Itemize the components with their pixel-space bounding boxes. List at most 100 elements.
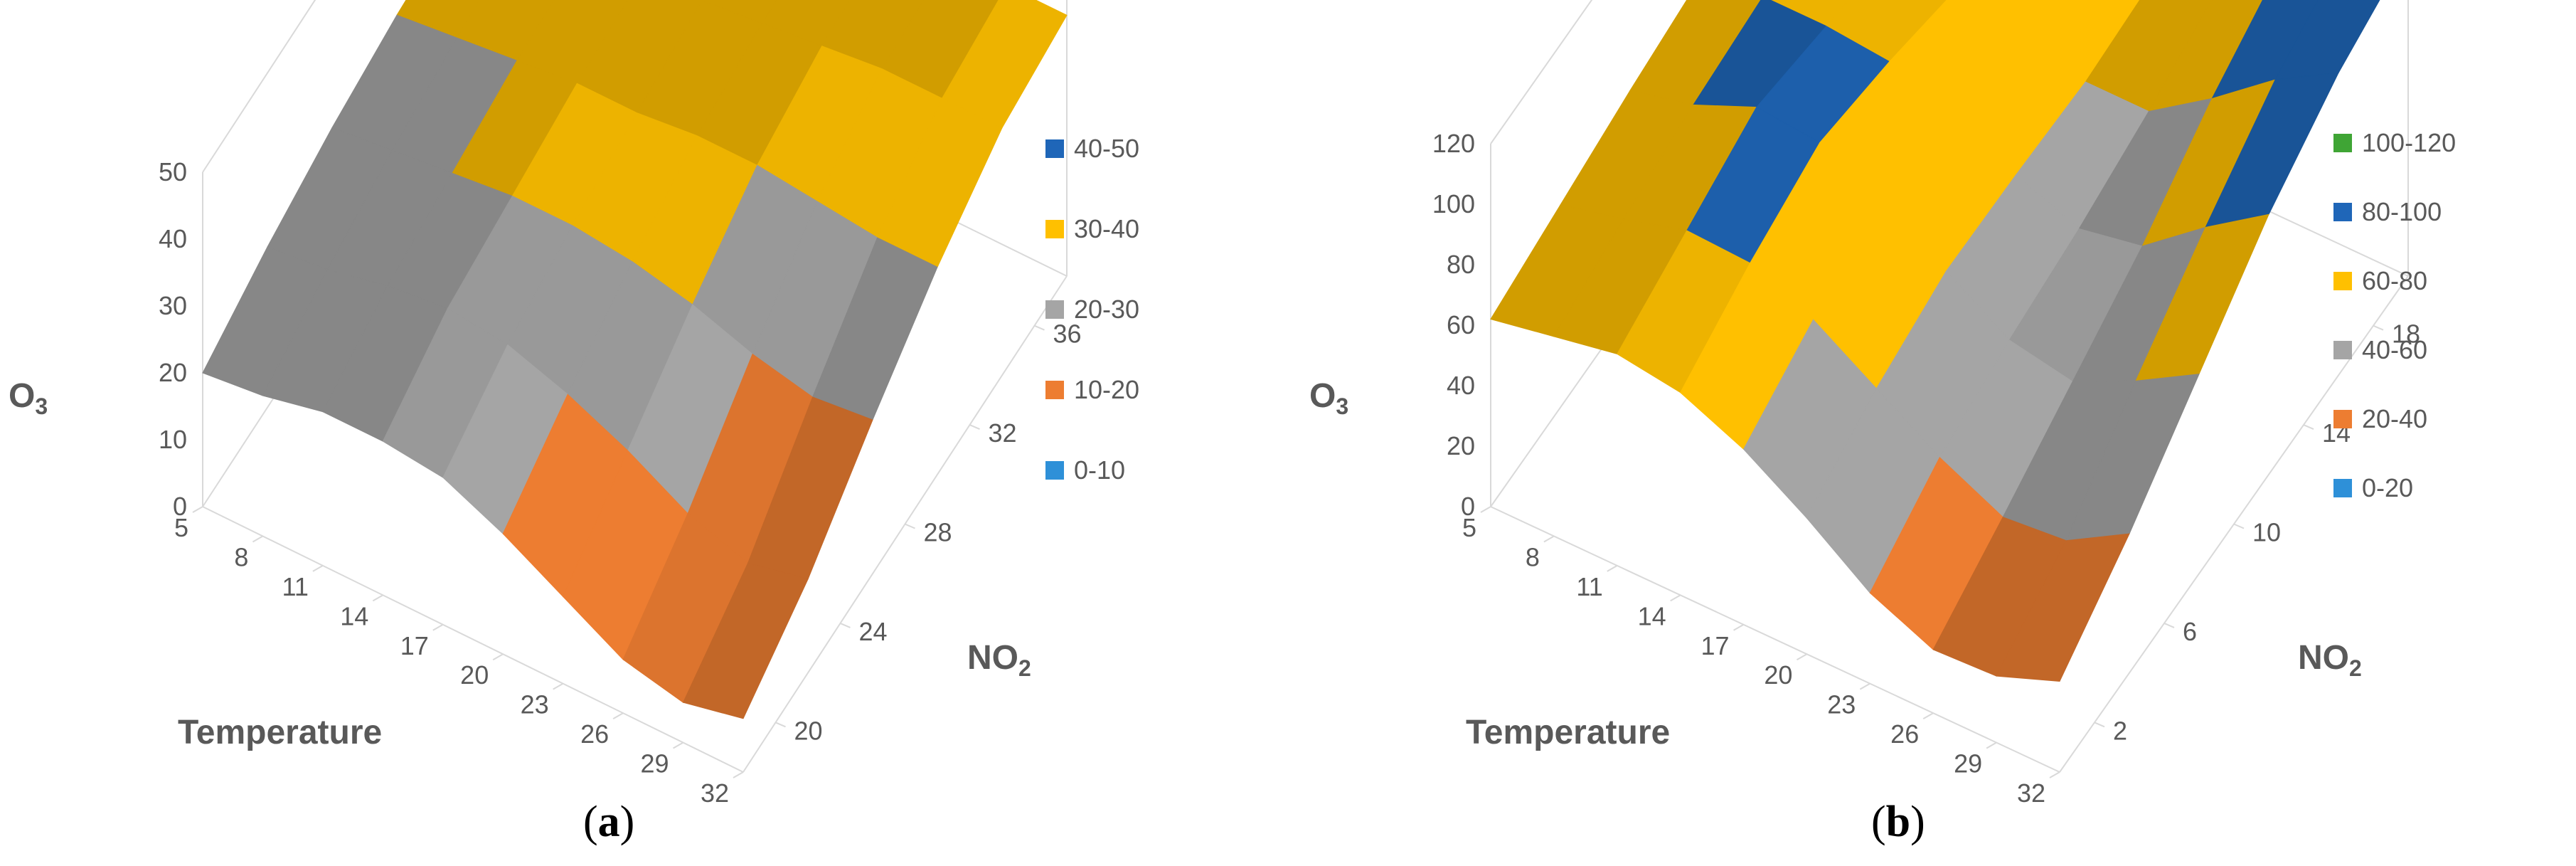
wall-top-edge — [1490, 0, 1593, 144]
z-axis-label-b: O3 — [1309, 377, 1348, 419]
x-tick-label: 5 — [174, 513, 188, 542]
z-tick-label: 40 — [1447, 371, 1475, 400]
x-tick-label: 20 — [460, 660, 489, 690]
legend-swatch — [1045, 381, 1064, 399]
panel-caption-a: (a) — [583, 798, 634, 846]
x-tick-label: 26 — [580, 719, 609, 749]
y-tick-label: 32 — [989, 418, 1017, 448]
y-tick-label: 10 — [2252, 518, 2281, 547]
z-tick-label: 30 — [159, 291, 187, 320]
legend-swatch — [1045, 300, 1064, 319]
x-tick-label: 17 — [1701, 631, 1730, 660]
y-tick-mark — [2163, 622, 2175, 628]
legend-label: 20-40 — [2362, 404, 2427, 433]
z-tick-label: 0 — [173, 492, 187, 521]
y-tick-label: 2 — [2113, 716, 2127, 745]
legend-label: 40-60 — [2362, 335, 2427, 364]
z-tick-label: 20 — [159, 358, 187, 387]
x-tick-label: 32 — [701, 778, 729, 808]
y-tick-label: 6 — [2183, 617, 2197, 646]
legend-a: 40-50 30-40 20-30 10-20 0-10 — [1045, 134, 1139, 485]
z-tick-label: 0 — [1461, 492, 1475, 521]
z-tick-label: 60 — [1447, 310, 1475, 339]
y-tick-label: 28 — [924, 518, 952, 547]
y-tick-mark — [905, 523, 915, 529]
floor-edge — [202, 506, 744, 773]
x-tick-label: 8 — [1526, 542, 1540, 571]
y-tick-label: 20 — [794, 716, 823, 745]
z-axis-label-a: O3 — [9, 377, 48, 419]
surface-chart-b: 0204060801001205811141720232629322610141… — [1309, 0, 2456, 846]
legend-b: 100-120 80-100 60-80 40-60 20-40 0-20 — [2333, 128, 2456, 502]
z-tick-label: 10 — [159, 425, 187, 454]
y-tick-label: 24 — [859, 617, 888, 646]
legend-swatch — [2333, 410, 2352, 428]
chart-panel-a: 0 10 20 30 40 50 5 8 11 14 17 20 23 26 29 32 20 24 28 32 36 … — [9, 0, 1139, 846]
legend-label: 30-40 — [1074, 214, 1139, 243]
x-tick-label: 11 — [1576, 572, 1602, 601]
legend-label: 40-50 — [1074, 134, 1139, 163]
y-tick-label: 18 — [2392, 320, 2420, 349]
x-tick-label: 14 — [340, 601, 368, 630]
x-tick-label: 11 — [282, 572, 309, 601]
legend-swatch — [2333, 134, 2352, 152]
legend-swatch — [1045, 139, 1064, 158]
y-tick-mark — [2373, 324, 2384, 331]
x-tick-mark — [612, 712, 624, 719]
y-tick-mark — [840, 622, 851, 628]
legend-swatch — [2333, 341, 2352, 359]
legend-swatch — [2333, 479, 2352, 497]
x-tick-mark — [553, 682, 564, 690]
z-tick-label: 50 — [159, 157, 187, 186]
x-tick-mark — [492, 653, 504, 661]
x-tick-mark — [1859, 682, 1870, 690]
panel-caption-b: (b) — [1871, 798, 1925, 846]
x-axis-label-a: Temperature — [178, 714, 382, 751]
x-tick-mark — [372, 594, 383, 602]
y-tick-mark — [2233, 523, 2245, 529]
x-tick-label: 8 — [234, 542, 248, 571]
chart-panel-b: 0 20 40 60 80 100 120 5 8 11 14 17 20 23 26 29 32 2 6 10 14 1… — [1288, 0, 2576, 866]
y-axis-label-b: NO2 — [2298, 639, 2362, 681]
x-tick-mark — [1607, 565, 1618, 572]
x-tick-mark — [2049, 771, 2060, 778]
legend-swatch — [1045, 220, 1064, 238]
surface-chart-a: 010203040505811141720232629322024283236 … — [9, 0, 1139, 846]
z-tick-label: 40 — [159, 224, 187, 253]
x-tick-mark — [673, 741, 684, 749]
z-tick-label: 20 — [1447, 431, 1475, 460]
legend-swatch — [2333, 203, 2352, 221]
legend-label: 100-120 — [2362, 128, 2456, 157]
floor-edge — [1490, 506, 2060, 773]
x-tick-mark — [432, 623, 444, 631]
x-tick-label: 23 — [1827, 690, 1856, 719]
x-tick-label: 20 — [1764, 660, 1792, 690]
x-tick-label: 26 — [1890, 719, 1919, 749]
z-tick-label: 100 — [1432, 189, 1475, 218]
x-tick-mark — [192, 506, 203, 513]
wall-top-edge — [202, 0, 316, 173]
x-tick-mark — [1796, 653, 1807, 661]
x-tick-label: 17 — [400, 631, 429, 660]
legend-swatch — [2333, 272, 2352, 290]
y-axis-label-a: NO2 — [967, 639, 1031, 681]
x-axis-label-b: Temperature — [1466, 714, 1670, 751]
x-tick-label: 23 — [521, 690, 549, 719]
z-tick-label: 120 — [1432, 129, 1475, 158]
surface-patch — [682, 562, 809, 719]
legend-label: 60-80 — [2362, 266, 2427, 295]
legend-swatch — [1045, 461, 1064, 480]
legend-label: 20-30 — [1074, 295, 1139, 324]
y-tick-mark — [969, 424, 980, 431]
legend-label: 80-100 — [2362, 197, 2442, 226]
y-tick-mark — [1034, 324, 1045, 331]
z-tick-label: 80 — [1447, 250, 1475, 279]
surface-patch — [1996, 533, 2130, 682]
x-tick-label: 5 — [1462, 513, 1476, 542]
x-tick-label: 29 — [1954, 749, 1982, 778]
x-tick-mark — [1733, 623, 1745, 631]
legend-label: 0-20 — [2362, 473, 2413, 502]
y-tick-mark — [2303, 424, 2314, 431]
legend-label: 0-10 — [1074, 455, 1125, 485]
legend-label: 10-20 — [1074, 375, 1139, 404]
